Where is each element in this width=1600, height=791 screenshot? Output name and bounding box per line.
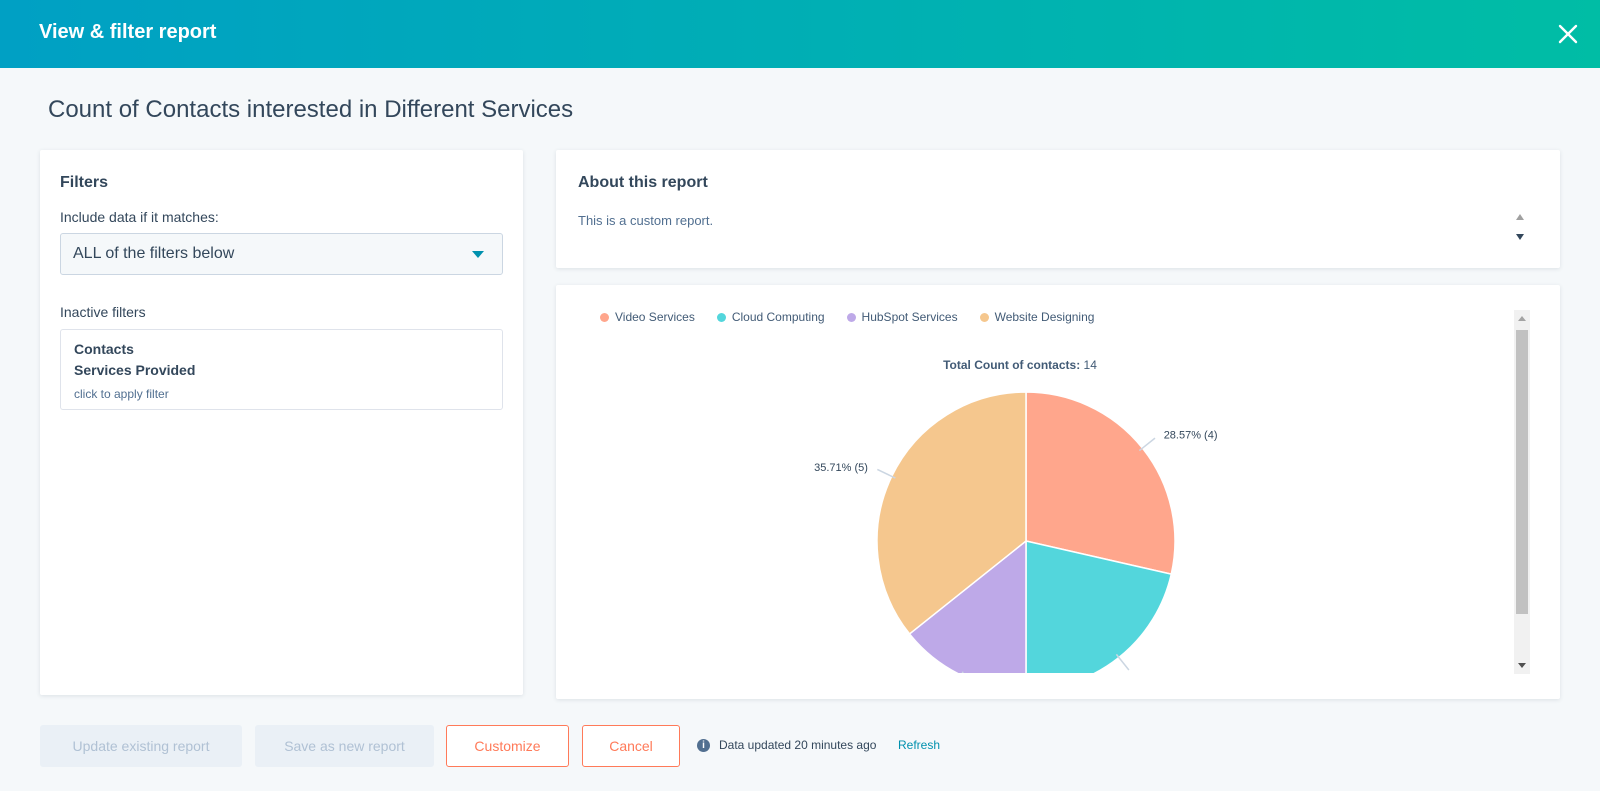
chart-legend: Video Services Cloud Computing HubSpot S…: [600, 310, 1116, 324]
data-updated-status: Data updated 20 minutes ago: [719, 738, 877, 752]
modal-title: View & filter report: [39, 21, 217, 43]
pie-data-label: 28.57% (4): [1164, 429, 1218, 441]
save-as-new-report-button[interactable]: Save as new report: [255, 725, 434, 767]
pie-data-label: 35.71% (5): [814, 462, 868, 474]
about-heading: About this report: [578, 174, 708, 191]
legend-label: Website Designing: [994, 310, 1095, 324]
include-data-label: Include data if it matches:: [60, 209, 219, 225]
about-panel: About this report This is a custom repor…: [556, 150, 1560, 268]
caret-down-icon: [472, 251, 484, 258]
chart-total-label: Total Count of contacts:: [943, 358, 1081, 372]
scroll-down-icon[interactable]: [1516, 234, 1524, 240]
filter-object: Contacts: [74, 341, 134, 357]
filters-heading: Filters: [60, 174, 109, 191]
legend-item-cloud-computing[interactable]: Cloud Computing: [716, 310, 825, 324]
inactive-filters-label: Inactive filters: [60, 304, 146, 320]
legend-dot: [846, 312, 856, 322]
chart-total: Total Count of contacts: 14: [556, 358, 1484, 372]
legend-item-website-designing[interactable]: Website Designing: [979, 310, 1095, 324]
report-title: Count of Contacts interested in Differen…: [48, 96, 574, 123]
scroll-up-icon[interactable]: [1516, 214, 1524, 220]
info-icon: i: [697, 739, 710, 752]
pie-slice-hubspot-services[interactable]: [908, 539, 1027, 673]
about-description: This is a custom report.: [578, 213, 714, 228]
refresh-link[interactable]: Refresh: [898, 738, 941, 752]
filter-match-select[interactable]: ALL of the filters below: [60, 233, 503, 275]
scroll-down-arrow-icon[interactable]: [1518, 663, 1526, 668]
pie-label-connector: [877, 468, 896, 479]
pie-label-connector: [1138, 437, 1156, 452]
legend-label: Video Services: [615, 310, 695, 324]
legend-item-video-services[interactable]: Video Services: [600, 310, 695, 324]
pie-chart: 28.57% (4) 35.71% (5): [814, 391, 1218, 673]
legend-dot: [600, 312, 609, 322]
customize-button[interactable]: Customize: [446, 725, 569, 767]
filter-property: Services Provided: [74, 362, 196, 378]
filters-panel: Filters Include data if it matches: ALL …: [40, 150, 523, 695]
legend-label: HubSpot Services: [861, 310, 958, 324]
legend-item-hubspot-services[interactable]: HubSpot Services: [846, 310, 958, 324]
legend-dot: [716, 312, 726, 322]
modal-header: View & filter report: [0, 0, 1600, 68]
scrollbar-thumb[interactable]: [1516, 330, 1528, 614]
cancel-button[interactable]: Cancel: [582, 725, 680, 767]
legend-label: Cloud Computing: [731, 310, 825, 324]
update-existing-report-button[interactable]: Update existing report: [40, 725, 242, 767]
pie-label-connector: [1115, 653, 1130, 671]
chart-total-value: 14: [1083, 358, 1097, 372]
legend-dot: [979, 312, 989, 322]
close-button[interactable]: [1554, 20, 1582, 48]
chart-panel: Video Services Cloud Computing HubSpot S…: [556, 285, 1560, 699]
inactive-filter-item[interactable]: Contacts Services Provided click to appl…: [60, 329, 503, 410]
filter-match-value: ALL of the filters below: [73, 245, 235, 262]
chart-scrollbar[interactable]: [1514, 310, 1530, 674]
scroll-up-arrow-icon[interactable]: [1518, 316, 1526, 321]
close-icon: [1558, 24, 1578, 44]
filter-hint: click to apply filter: [74, 387, 169, 401]
